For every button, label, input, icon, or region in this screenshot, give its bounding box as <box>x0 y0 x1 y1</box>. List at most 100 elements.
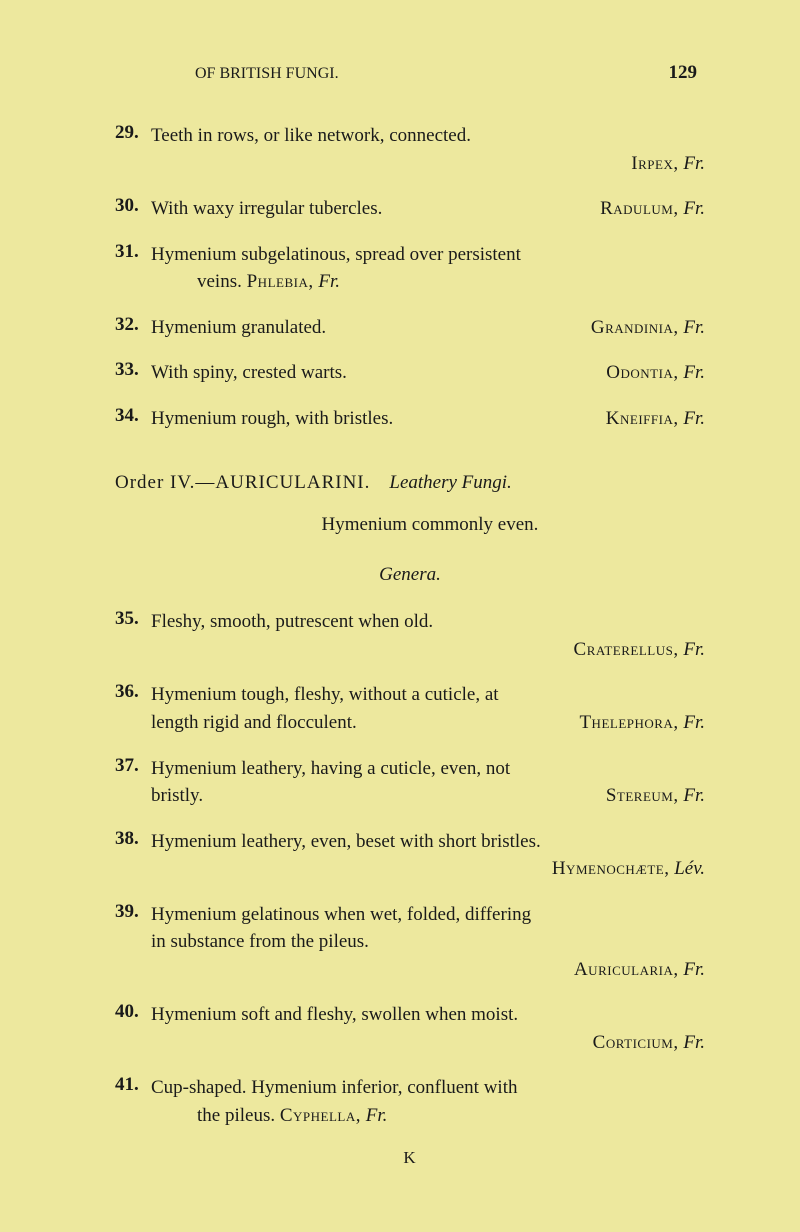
authority: Fr. <box>318 271 340 292</box>
entry-term: Odontia, Fr. <box>606 359 705 387</box>
entry-subline: the pileus. Cyphella, Fr. <box>151 1102 705 1130</box>
entry-term: Phlebia, Fr. <box>247 271 340 292</box>
entry-number: 38. <box>115 828 151 883</box>
entry-40: 40. Hymenium soft and fleshy, swollen wh… <box>115 1001 705 1056</box>
entry-term: Corticium, Fr. <box>151 1029 705 1057</box>
entry-text: Hymenium tough, fleshy, without a cuticl… <box>151 681 705 736</box>
genus-name: Auricularia, <box>574 959 679 980</box>
entry-35: 35. Fleshy, smooth, putrescent when old.… <box>115 608 705 663</box>
entry-term: Grandinia, Fr. <box>591 314 705 342</box>
entry-33: 33. With spiny, crested warts. Odontia, … <box>115 359 705 387</box>
genus-name: Odontia, <box>606 362 678 383</box>
entry-sub-text: bristly. <box>151 782 203 810</box>
entry-text: Teeth in rows, or like network, connecte… <box>151 122 705 177</box>
entry-text: With waxy irregular tubercles. Radulum, … <box>151 195 705 223</box>
entry-sub-text: in substance from the pileus. <box>151 928 705 956</box>
authority: Fr. <box>683 639 705 660</box>
authority: Fr. <box>683 198 705 219</box>
entry-body: Fleshy, smooth, putrescent when old. <box>151 611 433 632</box>
entry-number: 29. <box>115 122 151 177</box>
entry-38: 38. Hymenium leathery, even, beset with … <box>115 828 705 883</box>
entry-number: 35. <box>115 608 151 663</box>
entry-text: Hymenium leathery, having a cuticle, eve… <box>151 755 705 810</box>
entry-37: 37. Hymenium leathery, having a cuticle,… <box>115 755 705 810</box>
entry-body: Hymenium gelatinous when wet, folded, di… <box>151 904 531 925</box>
entry-39: 39. Hymenium gelatinous when wet, folded… <box>115 901 705 984</box>
entry-sub-text: veins. <box>197 271 242 292</box>
entry-number: 37. <box>115 755 151 810</box>
entry-text: Hymenium rough, with bristles. Kneiffia,… <box>151 405 705 433</box>
authority: Fr. <box>366 1105 388 1126</box>
entry-term: Stereum, Fr. <box>606 782 705 810</box>
genus-name: Craterellus, <box>574 639 679 660</box>
entry-subline: veins. Phlebia, Fr. <box>151 268 705 296</box>
entry-subline: bristly. Stereum, Fr. <box>151 782 705 810</box>
page-header: OF BRITISH FUNGI. 129 <box>115 62 705 84</box>
entry-term: Irpex, Fr. <box>151 150 705 178</box>
entry-term: Cyphella, Fr. <box>280 1105 388 1126</box>
running-title: OF BRITISH FUNGI. <box>195 65 339 83</box>
authority: Lév. <box>674 858 705 879</box>
entry-number: 32. <box>115 314 151 342</box>
entry-41: 41. Cup-shaped. Hymenium inferior, confl… <box>115 1074 705 1129</box>
entry-body: With spiny, crested warts. <box>151 359 347 387</box>
entry-term: Radulum, Fr. <box>600 195 705 223</box>
entry-text: With spiny, crested warts. Odontia, Fr. <box>151 359 705 387</box>
genus-name: Grandinia, <box>591 317 679 338</box>
entry-number: 30. <box>115 195 151 223</box>
entry-body: Hymenium leathery, even, beset with shor… <box>151 831 541 852</box>
entry-36: 36. Hymenium tough, fleshy, without a cu… <box>115 681 705 736</box>
authority: Fr. <box>683 1032 705 1053</box>
entry-body: Hymenium leathery, having a cuticle, eve… <box>151 758 510 779</box>
entry-number: 34. <box>115 405 151 433</box>
entry-term: Kneiffia, Fr. <box>606 405 705 433</box>
entry-31: 31. Hymenium subgelatinous, spread over … <box>115 241 705 296</box>
entry-text: Hymenium leathery, even, beset with shor… <box>151 828 705 883</box>
entry-sub-text: the pileus. <box>197 1105 275 1126</box>
entry-subline: length rigid and flocculent. Thelephora,… <box>151 709 705 737</box>
entry-body: Hymenium rough, with bristles. <box>151 405 393 433</box>
genus-name: Hymenochæte, <box>552 858 670 879</box>
entry-text: Hymenium soft and fleshy, swollen when m… <box>151 1001 705 1056</box>
entry-body: Cup-shaped. Hymenium inferior, confluent… <box>151 1077 518 1098</box>
entry-32: 32. Hymenium granulated. Grandinia, Fr. <box>115 314 705 342</box>
entry-text: Fleshy, smooth, putrescent when old. Cra… <box>151 608 705 663</box>
entry-term: Thelephora, Fr. <box>579 709 705 737</box>
entry-body: Teeth in rows, or like network, connecte… <box>151 125 471 146</box>
entry-term: Hymenochæte, Lév. <box>151 855 705 883</box>
genus-name: Phlebia, <box>247 271 314 292</box>
hymenium-line: Hymenium commonly even. <box>115 514 705 536</box>
genus-name: Stereum, <box>606 785 679 806</box>
authority: Fr. <box>683 153 705 174</box>
entry-29: 29. Teeth in rows, or like network, conn… <box>115 122 705 177</box>
genus-name: Thelephora, <box>579 712 678 733</box>
genus-name: Irpex, <box>631 153 678 174</box>
order-description: Leathery Fungi. <box>389 472 511 493</box>
genus-name: Kneiffia, <box>606 408 679 429</box>
authority: Fr. <box>683 317 705 338</box>
entry-number: 39. <box>115 901 151 984</box>
genus-name: Radulum, <box>600 198 678 219</box>
entry-number: 33. <box>115 359 151 387</box>
authority: Fr. <box>683 712 705 733</box>
authority: Fr. <box>683 959 705 980</box>
entry-body: Hymenium tough, fleshy, without a cuticl… <box>151 684 499 705</box>
order-label: Order IV.—AURICULARINI. <box>115 472 370 493</box>
entry-34: 34. Hymenium rough, with bristles. Kneif… <box>115 405 705 433</box>
page-number: 129 <box>669 62 698 84</box>
genus-name: Cyphella, <box>280 1105 361 1126</box>
entry-30: 30. With waxy irregular tubercles. Radul… <box>115 195 705 223</box>
entry-number: 41. <box>115 1074 151 1129</box>
signature-mark: K <box>115 1148 705 1168</box>
entry-sub-text: length rigid and flocculent. <box>151 709 357 737</box>
entry-body: Hymenium subgelatinous, spread over pers… <box>151 244 521 265</box>
entry-body: Hymenium granulated. <box>151 314 326 342</box>
entry-number: 36. <box>115 681 151 736</box>
order-heading: Order IV.—AURICULARINI. Leathery Fungi. <box>115 472 705 494</box>
authority: Fr. <box>683 785 705 806</box>
entry-body: Hymenium soft and fleshy, swollen when m… <box>151 1004 518 1025</box>
entry-text: Hymenium gelatinous when wet, folded, di… <box>151 901 705 984</box>
entry-number: 40. <box>115 1001 151 1056</box>
genus-name: Corticium, <box>593 1032 679 1053</box>
entry-text: Cup-shaped. Hymenium inferior, confluent… <box>151 1074 705 1129</box>
